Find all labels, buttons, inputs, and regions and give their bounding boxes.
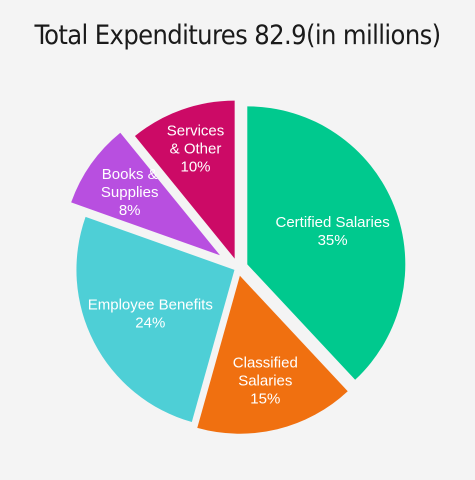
chart-title: Total Expenditures 82.9(in millions) bbox=[34, 20, 441, 51]
pie-slice-employee-benefits bbox=[76, 216, 235, 422]
pie-slice-books-supplies bbox=[71, 132, 221, 256]
pie-slice-certified-salaries bbox=[247, 106, 406, 380]
slice-label-employee-benefits: Employee Benefits 24% bbox=[88, 297, 213, 332]
slice-label-services-other: Services & Other 10% bbox=[167, 123, 225, 176]
slice-label-classified-salaries: Classified Salaries 15% bbox=[233, 354, 298, 407]
pie-slice-classified-salaries bbox=[197, 275, 348, 434]
pie-slice-services-other bbox=[134, 100, 235, 259]
slice-label-certified-salaries: Certified Salaries 35% bbox=[275, 214, 389, 249]
slice-label-books-supplies: Books & Supplies 8% bbox=[101, 166, 159, 219]
